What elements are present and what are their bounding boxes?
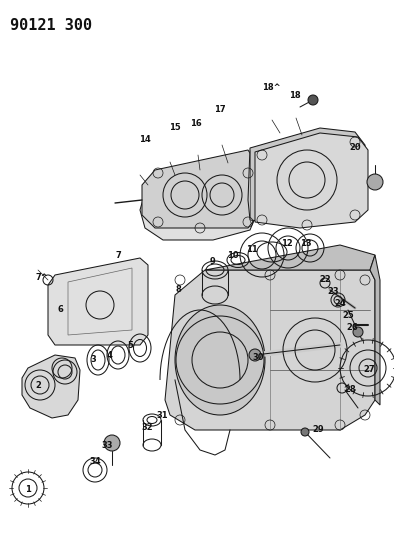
Text: 14: 14 xyxy=(139,135,151,144)
Text: 32: 32 xyxy=(141,423,153,432)
Circle shape xyxy=(104,435,120,451)
Polygon shape xyxy=(255,133,368,228)
Text: 13: 13 xyxy=(300,238,312,247)
Polygon shape xyxy=(48,258,148,345)
Text: 33: 33 xyxy=(101,440,113,449)
Text: 28: 28 xyxy=(344,385,356,394)
Text: 1: 1 xyxy=(25,486,31,495)
Text: 4: 4 xyxy=(107,351,113,359)
Text: 26: 26 xyxy=(346,322,358,332)
Text: 7^: 7^ xyxy=(35,273,48,282)
Text: 6: 6 xyxy=(57,305,63,314)
Text: 30: 30 xyxy=(252,353,264,362)
Text: 16: 16 xyxy=(190,119,202,128)
Text: 15: 15 xyxy=(169,123,181,132)
Circle shape xyxy=(301,428,309,436)
Polygon shape xyxy=(205,245,375,270)
Circle shape xyxy=(249,349,261,361)
Text: 27: 27 xyxy=(363,366,375,375)
Text: 90121 300: 90121 300 xyxy=(10,18,92,33)
Text: 18^: 18^ xyxy=(262,84,280,93)
Polygon shape xyxy=(140,158,255,240)
Text: 10: 10 xyxy=(227,252,239,261)
Text: 31: 31 xyxy=(156,410,168,419)
Polygon shape xyxy=(248,128,365,225)
Text: 3: 3 xyxy=(90,356,96,365)
Text: 25: 25 xyxy=(342,311,354,319)
Text: 11: 11 xyxy=(246,246,258,254)
Text: 22: 22 xyxy=(319,276,331,285)
Text: 34: 34 xyxy=(89,457,101,466)
Text: 12: 12 xyxy=(281,238,293,247)
Polygon shape xyxy=(370,255,380,405)
Polygon shape xyxy=(142,150,258,228)
Text: 17: 17 xyxy=(214,106,226,115)
Polygon shape xyxy=(165,270,375,430)
Circle shape xyxy=(367,174,383,190)
Text: 29: 29 xyxy=(312,425,324,434)
Text: 23: 23 xyxy=(327,287,339,296)
Circle shape xyxy=(353,327,363,337)
Text: 24: 24 xyxy=(334,300,346,309)
Text: 8: 8 xyxy=(175,286,181,295)
Text: 5: 5 xyxy=(127,341,133,350)
Text: 7: 7 xyxy=(115,251,121,260)
Polygon shape xyxy=(22,355,80,418)
Text: 18: 18 xyxy=(289,92,301,101)
Text: 9: 9 xyxy=(210,257,216,266)
Text: 20: 20 xyxy=(349,142,361,151)
Ellipse shape xyxy=(175,305,265,415)
Circle shape xyxy=(308,95,318,105)
Text: 2: 2 xyxy=(35,381,41,390)
